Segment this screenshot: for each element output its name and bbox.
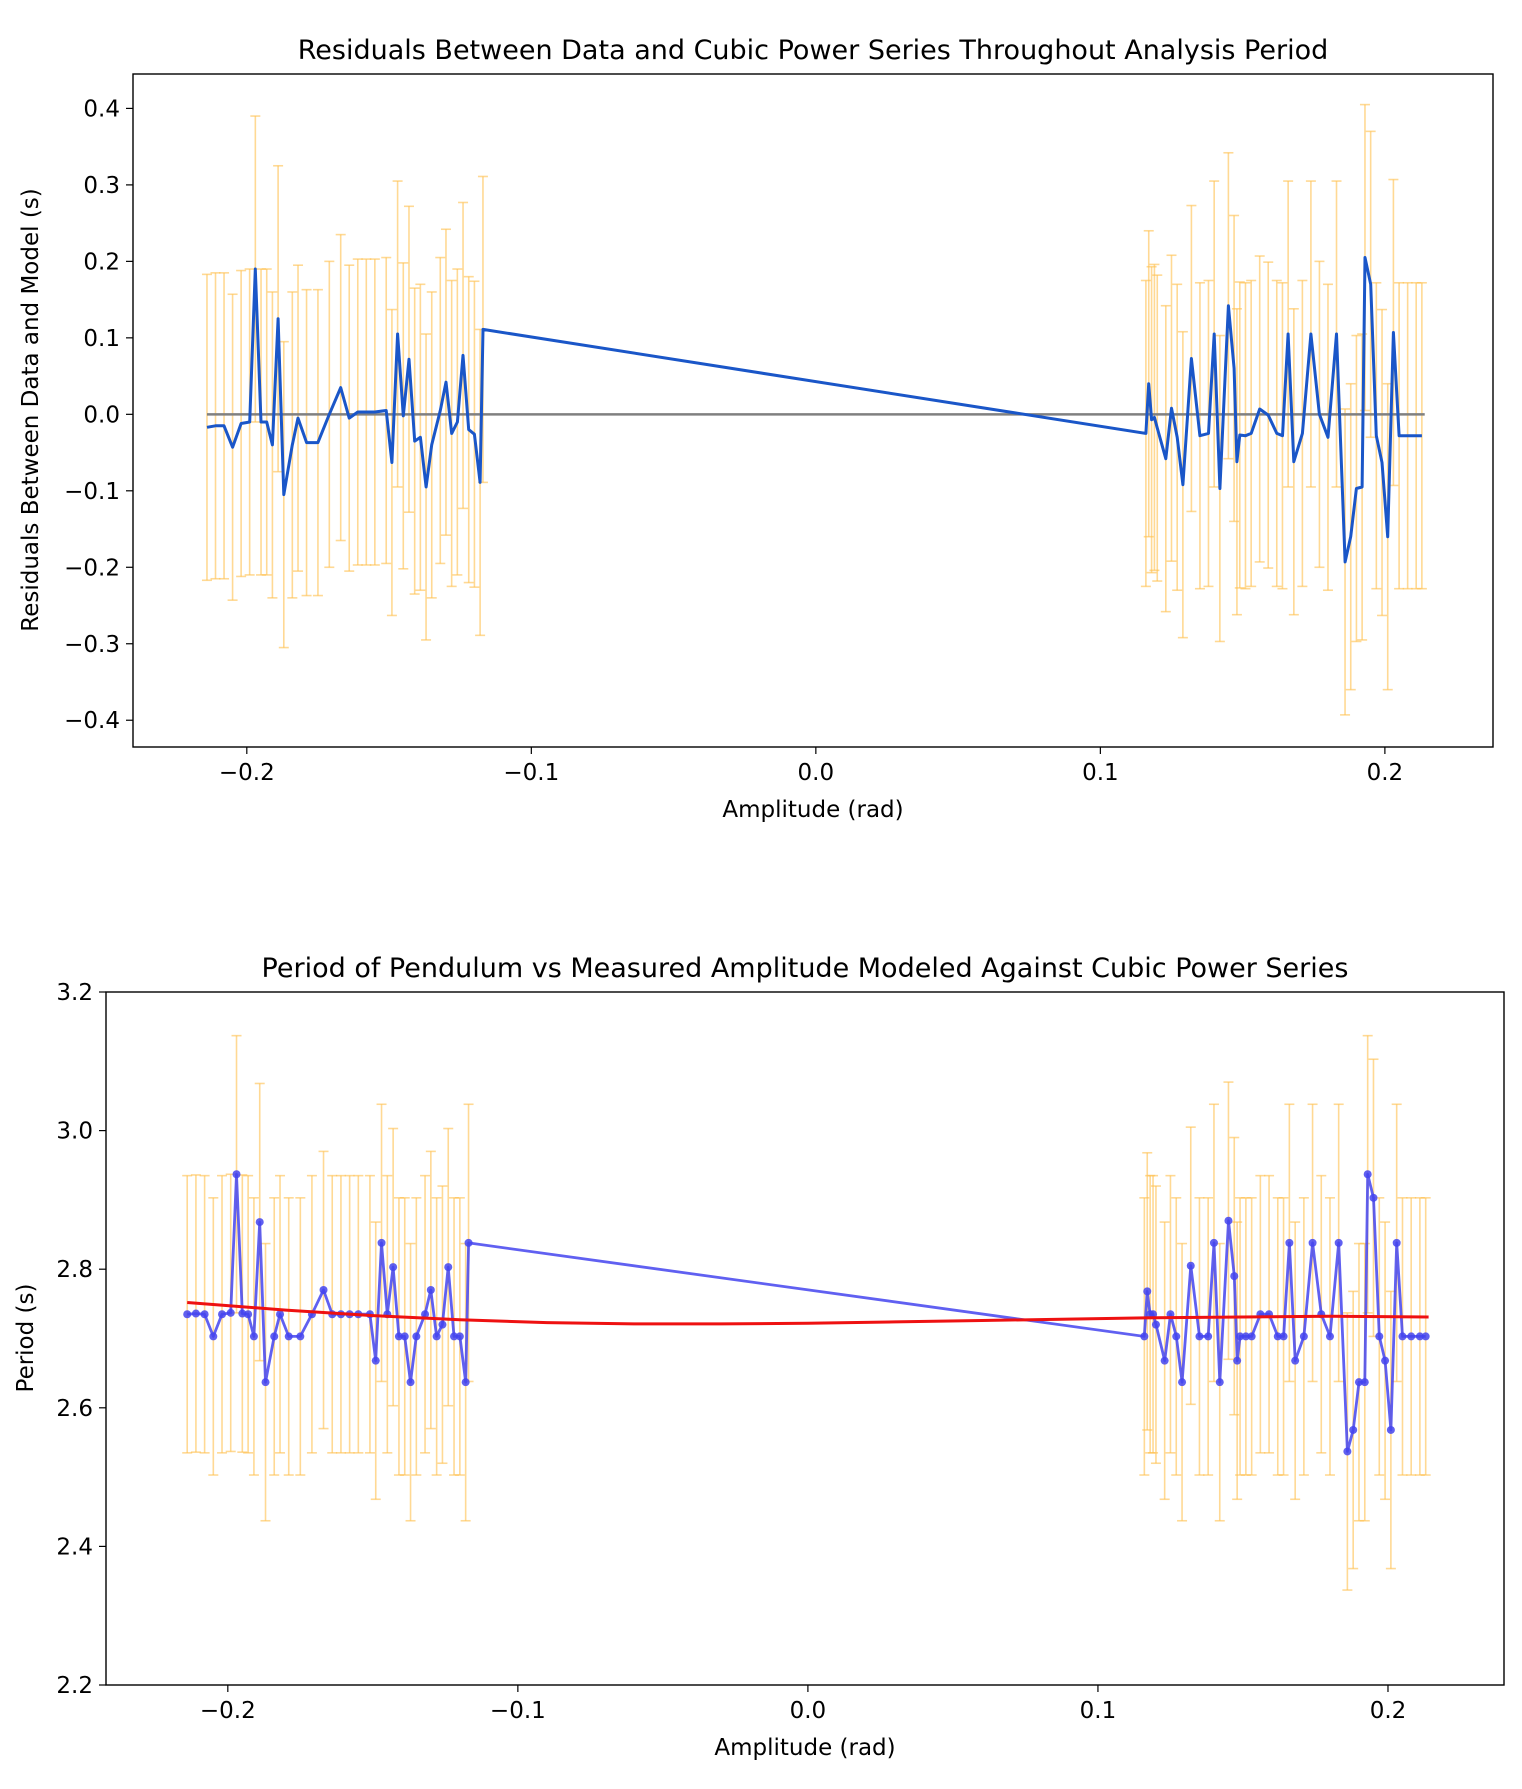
period-x-tick-label: 0.1: [1080, 1698, 1117, 1724]
period-data-point: [465, 1239, 473, 1247]
period-data-point: [1187, 1262, 1195, 1270]
residuals-x-axis-label: Amplitude (rad): [722, 797, 903, 823]
period-data-point: [433, 1332, 441, 1340]
period-data-point: [1393, 1239, 1401, 1247]
period-y-tick-label: 3.0: [56, 1119, 93, 1145]
period-data-point: [427, 1286, 435, 1294]
period-data-point: [1387, 1426, 1395, 1434]
period-data-point: [1364, 1170, 1372, 1178]
period-data-point: [296, 1332, 304, 1340]
period-y-tick-label: 2.8: [56, 1257, 93, 1283]
period-data-point: [438, 1321, 446, 1329]
period-data-point: [1230, 1272, 1238, 1280]
period-data-point: [1178, 1378, 1186, 1386]
period-data-point: [1309, 1239, 1317, 1247]
period-data-point: [1335, 1239, 1343, 1247]
period-data-point: [270, 1332, 278, 1340]
residuals-x-tick-label: 0.0: [798, 760, 835, 786]
residuals-y-tick-label: −0.1: [64, 479, 120, 505]
residuals-y-tick-label: 0.3: [83, 173, 120, 199]
period-data-point: [1195, 1332, 1203, 1340]
period-data-point: [250, 1332, 258, 1340]
period-data-point: [183, 1310, 191, 1318]
period-data-point: [1143, 1287, 1151, 1295]
period-x-tick-label: 0.0: [790, 1698, 827, 1724]
period-data-point: [233, 1170, 241, 1178]
residuals-chart-title: Residuals Between Data and Cubic Power S…: [298, 35, 1329, 66]
period-data-point: [1161, 1357, 1169, 1365]
period-data-point: [462, 1378, 470, 1386]
period-data-point: [1233, 1357, 1241, 1365]
period-y-axis-label: Period (s): [13, 1284, 39, 1393]
period-data-point: [1291, 1357, 1299, 1365]
residuals-x-tick-label: −0.2: [219, 760, 275, 786]
residuals-x-tick-label: 0.1: [1082, 760, 1119, 786]
residuals-y-tick-label: 0.2: [83, 249, 120, 275]
period-data-point: [256, 1218, 264, 1226]
period-data-point: [1349, 1426, 1357, 1434]
period-data-point: [1280, 1332, 1288, 1340]
residuals-x-tick-label: 0.2: [1367, 760, 1404, 786]
period-data-point: [1300, 1332, 1308, 1340]
residuals-y-tick-label: −0.3: [64, 632, 120, 658]
period-data-point: [1381, 1357, 1389, 1365]
residuals-y-tick-label: −0.4: [64, 708, 120, 734]
residuals-x-tick-label: −0.1: [503, 760, 559, 786]
period-data-point: [192, 1310, 200, 1318]
period-y-tick-label: 2.2: [56, 1673, 93, 1699]
period-data-point: [407, 1378, 415, 1386]
period-data-point: [1285, 1239, 1293, 1247]
period-y-tick-label: 2.6: [56, 1396, 93, 1422]
period-data-point: [1204, 1332, 1212, 1340]
period-data-point: [244, 1310, 252, 1318]
period-data-point: [444, 1263, 452, 1271]
period-data-point: [378, 1239, 386, 1247]
period-data-point: [1361, 1378, 1369, 1386]
period-data-point: [1224, 1217, 1232, 1225]
period-x-tick-label: 0.2: [1370, 1698, 1407, 1724]
period-data-point: [1216, 1378, 1224, 1386]
period-data-point: [209, 1332, 217, 1340]
residuals-y-axis-label: Residuals Between Data and Model (s): [18, 188, 44, 631]
period-data-point: [1152, 1321, 1160, 1329]
period-data-point: [1375, 1332, 1383, 1340]
period-data-point: [1172, 1332, 1180, 1340]
residuals-y-tick-label: 0.1: [83, 326, 120, 352]
period-data-point: [320, 1286, 328, 1294]
period-x-tick-label: −0.2: [200, 1698, 256, 1724]
period-data-point: [1140, 1332, 1148, 1340]
period-data-point: [227, 1309, 235, 1317]
period-data-point: [1326, 1332, 1334, 1340]
period-data-point: [389, 1263, 397, 1271]
period-y-tick-label: 2.4: [56, 1534, 93, 1560]
period-chart-title: Period of Pendulum vs Measured Amplitude…: [262, 953, 1349, 984]
period-data-point: [262, 1378, 270, 1386]
period-data-point: [372, 1357, 380, 1365]
period-data-point: [276, 1310, 284, 1318]
period-data-point: [1398, 1332, 1406, 1340]
residuals-y-tick-label: 0.0: [83, 402, 120, 428]
period-data-point: [1248, 1332, 1256, 1340]
period-x-axis-label: Amplitude (rad): [714, 1735, 895, 1761]
period-x-tick-label: −0.1: [490, 1698, 546, 1724]
period-y-tick-label: 3.2: [56, 980, 93, 1006]
period-data-point: [1369, 1194, 1377, 1202]
period-data-point: [201, 1310, 209, 1318]
period-data-point: [285, 1332, 293, 1340]
period-data-point: [401, 1332, 409, 1340]
period-data-point: [218, 1310, 226, 1318]
period-data-point: [1422, 1332, 1430, 1340]
period-data-point: [412, 1332, 420, 1340]
residuals-y-tick-label: −0.2: [64, 555, 120, 581]
period-data-point: [1210, 1239, 1218, 1247]
period-data-point: [456, 1332, 464, 1340]
period-data-point: [1343, 1447, 1351, 1455]
residuals-y-tick-label: 0.4: [83, 96, 120, 122]
period-data-point: [1407, 1332, 1415, 1340]
